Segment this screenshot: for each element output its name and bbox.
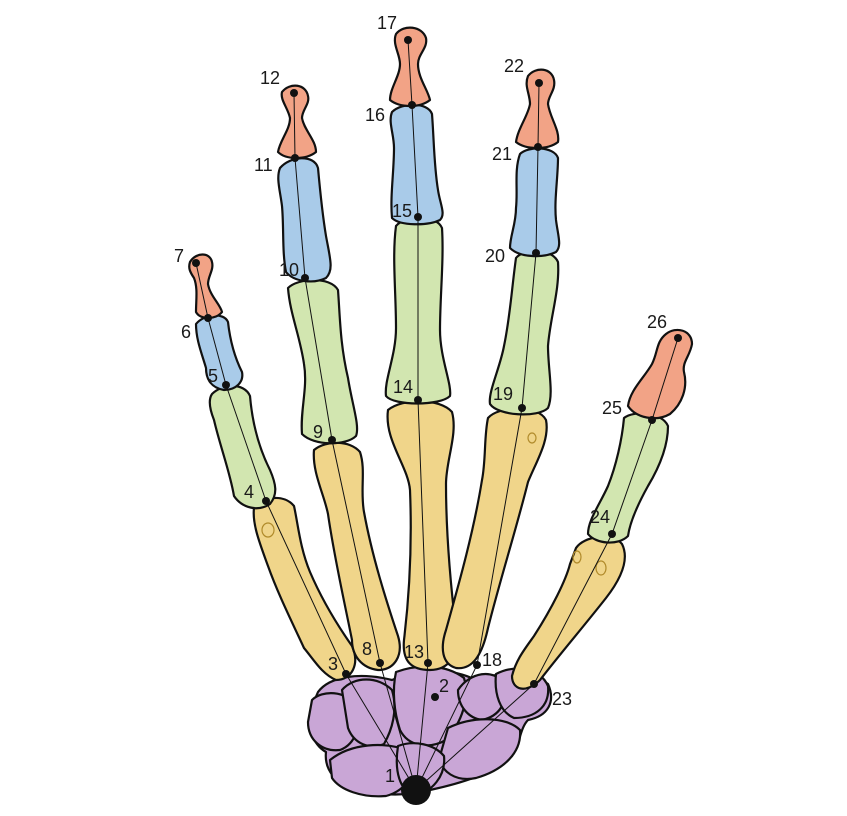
middle-phalanges [194,103,561,392]
texture-mark [595,560,607,576]
joint-label-6: 6 [181,322,191,342]
joint-dot [431,693,439,701]
axis-ring [293,92,417,791]
middle-phalanx-ring [277,157,332,283]
joint-label-2: 2 [439,676,449,696]
joint-dot [608,530,616,538]
joint-dot [534,143,542,151]
middle-phalanx-index [508,147,561,258]
joint-label-19: 19 [493,384,513,404]
joint-dot [408,101,416,109]
texture-mark [527,432,537,444]
metacarpal-index [441,407,548,670]
joint-dot [530,680,538,688]
joint-label-15: 15 [392,201,412,221]
joint-dot [328,436,336,444]
wrist-root-joint [401,775,431,805]
joint-dot [518,404,526,412]
middle-phalanx-pinky [194,314,244,392]
bone-texture-marks [261,432,607,576]
joint-label-1: 1 [385,766,395,786]
joint-label-23: 23 [552,689,572,709]
joint-dot [342,670,350,678]
distal-phalanx-index [514,68,560,150]
metacarpal-bones [252,400,626,690]
joint-label-3: 3 [328,654,338,674]
joint-dot [414,396,422,404]
joint-label-5: 5 [208,366,218,386]
joint-dot [222,381,230,389]
joint-label-10: 10 [279,260,299,280]
joint-label-17: 17 [377,13,397,33]
distal-phalanx-thumb [626,328,694,420]
joint-label-18: 18 [482,650,502,670]
texture-mark [572,550,582,564]
middle-phalanx-middle [389,103,444,226]
distal-phalanx-ring [276,84,318,160]
joint-dot [414,213,422,221]
joint-dot [301,274,309,282]
metacarpal-thumb [510,535,626,690]
proximal-phalanges [208,216,670,544]
joint-dot [204,314,212,322]
carpal-bones [306,665,553,798]
joint-label-12: 12 [260,68,280,88]
proximal-phalanx-thumb [586,412,670,544]
joint-markers [192,36,682,805]
axis-index [415,82,540,791]
joint-label-21: 21 [492,144,512,164]
joint-label-13: 13 [404,642,424,662]
joint-label-4: 4 [244,482,254,502]
joint-dot [535,79,543,87]
joint-dot [192,259,200,267]
joint-dot [674,334,682,342]
proximal-phalanx-index [488,249,560,416]
joint-labels: 1 2 3 4 5 6 7 8 9 10 11 12 13 14 15 16 1… [174,13,667,786]
joint-label-8: 8 [362,639,372,659]
proximal-phalanx-ring [286,278,359,445]
joint-label-25: 25 [602,398,622,418]
metacarpal-pinky [252,496,357,682]
joint-label-26: 26 [647,312,667,332]
joint-dot [473,661,481,669]
joint-dot [424,659,432,667]
axis-pinky [195,262,417,791]
joint-dot [262,497,270,505]
joint-label-11: 11 [254,155,273,175]
joint-label-9: 9 [313,422,323,442]
carpal-bone [438,718,522,780]
joint-label-7: 7 [174,246,184,266]
joint-label-14: 14 [393,377,413,397]
carpal-bone [340,678,396,748]
joint-label-16: 16 [365,105,385,125]
joint-dot [532,249,540,257]
joint-label-20: 20 [485,246,505,266]
joint-label-22: 22 [504,56,524,76]
joint-label-24: 24 [590,507,610,527]
joint-dot [291,154,299,162]
axis-middle [407,39,429,791]
proximal-phalanx-pinky [208,384,277,510]
joint-dot [290,89,298,97]
joint-dot [404,36,412,44]
joint-dot [376,659,384,667]
texture-mark [261,522,275,538]
joint-dot [648,416,656,424]
